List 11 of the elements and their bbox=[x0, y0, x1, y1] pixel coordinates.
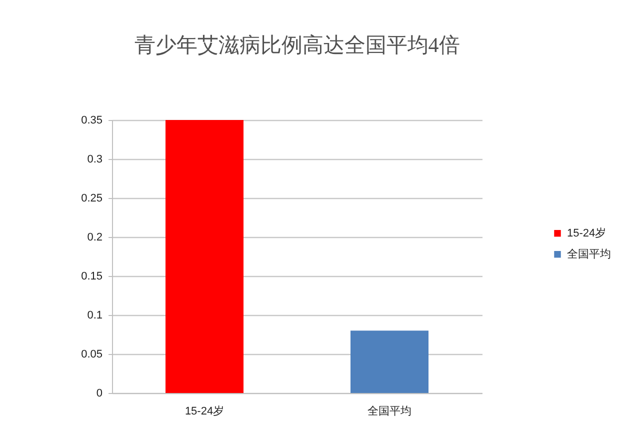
legend-label: 全国平均 bbox=[567, 248, 611, 260]
y-tick-label: 0.1 bbox=[87, 310, 102, 322]
y-tick-label: 0.25 bbox=[81, 192, 102, 204]
legend-label: 15-24岁 bbox=[567, 227, 606, 240]
y-tick-label: 0.05 bbox=[81, 348, 102, 360]
y-tick-label: 0.2 bbox=[87, 232, 102, 244]
y-tick-label: 0.35 bbox=[81, 114, 102, 126]
chart-title: 青少年艾滋病比例高达全国平均4倍 bbox=[134, 33, 460, 57]
y-tick-label: 0 bbox=[96, 388, 102, 400]
y-tick-label: 0.15 bbox=[81, 270, 102, 282]
y-tick-label: 0.3 bbox=[87, 154, 102, 166]
